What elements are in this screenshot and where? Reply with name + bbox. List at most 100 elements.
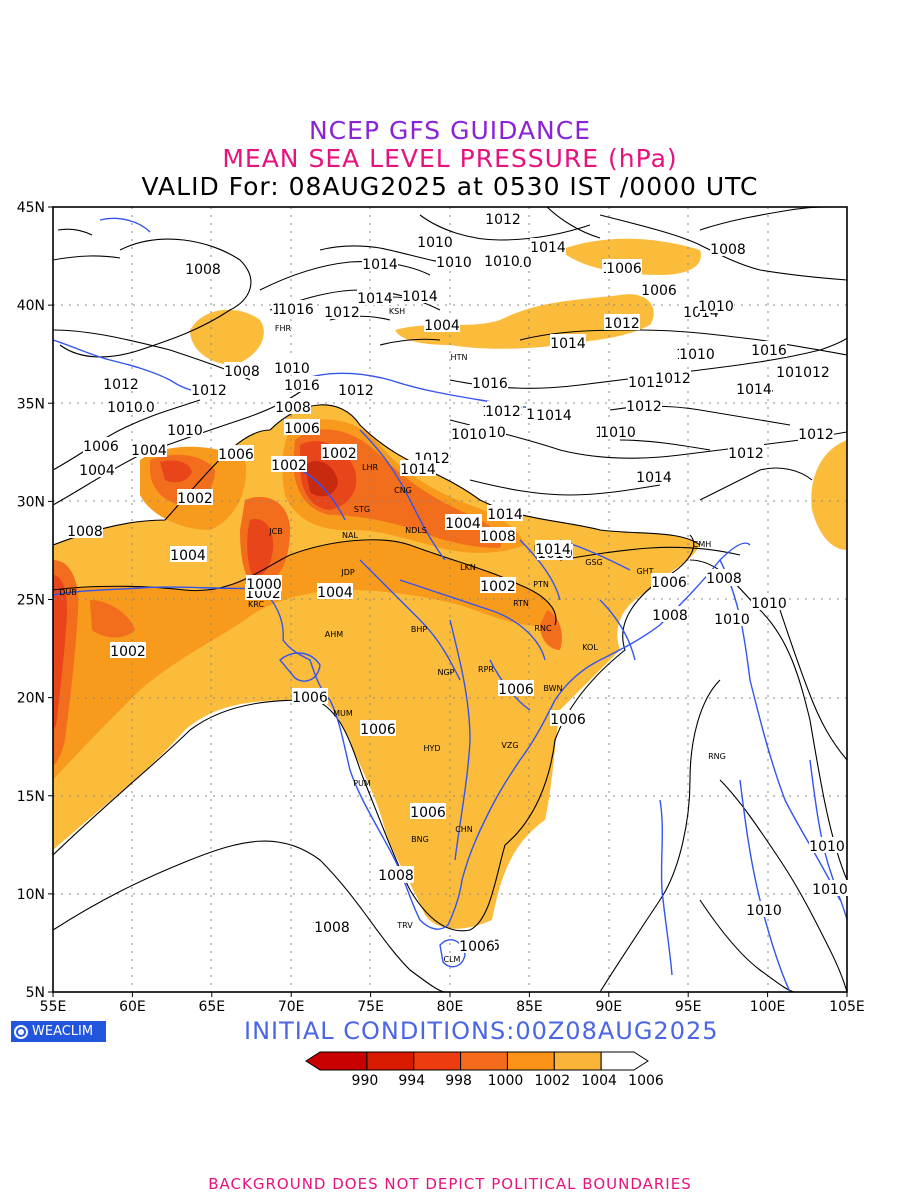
lon-label: 80E <box>437 999 464 1015</box>
city-label: HTN <box>451 353 468 362</box>
contour-label-text: 1014 <box>530 240 566 256</box>
contour-label: 1014 <box>357 289 393 307</box>
contour-label: 1006 <box>292 688 328 706</box>
contour-label-text: 1008 <box>706 571 742 587</box>
lat-label: 40N <box>17 298 45 314</box>
isobar-1006-fill-ne <box>560 238 701 275</box>
contour-label-text: 1006 <box>284 421 320 437</box>
city-label: CNG <box>394 486 412 495</box>
contour-label: 1006 <box>83 437 119 455</box>
contour-label: 1006 <box>641 281 677 299</box>
city-label: VZG <box>501 741 518 750</box>
contour-label-text: 1010 <box>451 427 487 443</box>
contour-label-text: 1012 <box>628 375 664 391</box>
contour-label: 1002 <box>271 456 307 474</box>
coastline <box>53 217 847 992</box>
contour-label: 1012 <box>485 210 521 228</box>
contour-label-text: 1014 <box>550 336 586 352</box>
contour-label: 1012 <box>485 402 521 420</box>
contour-label-text: 1012 <box>324 305 360 321</box>
lat-label: 30N <box>17 494 45 510</box>
city-label: RNG <box>708 752 726 761</box>
contour-label: 1004 <box>131 441 167 459</box>
contour-label: 1016 <box>284 376 320 394</box>
contour-label: 1008 <box>275 398 311 416</box>
city-label: JDP <box>340 568 355 577</box>
contour-label: 1006 <box>606 259 642 277</box>
city-label: CHN <box>455 825 473 834</box>
city-label: BWN <box>543 684 562 693</box>
contour-label: 1006 <box>651 573 687 591</box>
colorbar-swatch <box>600 1051 649 1071</box>
contour-label: 1010 <box>417 233 453 251</box>
contour-label-text: 1006 <box>83 439 119 455</box>
contour-label: 1008 <box>378 866 414 884</box>
lon-label: 55E <box>40 999 67 1015</box>
contour-label-text: 1008 <box>224 364 260 380</box>
city-label: RTN <box>513 599 529 608</box>
contour-label: 1010 <box>746 901 782 919</box>
axis-ticks <box>48 206 848 997</box>
contour-label: 1010 <box>714 610 750 628</box>
colorbar-label: 990 <box>352 1073 379 1089</box>
contour-label: 1010 <box>600 423 636 441</box>
contour-label: 1008 <box>480 527 516 545</box>
contour-label: 1014 <box>550 334 586 352</box>
isobar-1006-fill-north <box>395 294 654 349</box>
city-label: JCB <box>268 527 282 536</box>
latitude-labels: 45N 40N 35N 30N 25N 20N 15N 10N 5N <box>17 200 45 1001</box>
contour-label: 1002 <box>110 642 146 660</box>
isobar-1006-fill-west <box>190 309 264 365</box>
initial-conditions: INITIAL CONDITIONS:00Z08AUG2025 <box>244 1017 719 1045</box>
lat-label: 25N <box>17 593 45 609</box>
contour-label: 1016 <box>278 300 314 318</box>
contour-label-text: 1004 <box>170 548 206 564</box>
colorbar-swatch <box>305 1051 368 1071</box>
contour-label: 1012 <box>655 369 691 387</box>
contour-label-text: 1006 <box>459 939 495 955</box>
contour-label-text: 1010 <box>484 254 520 270</box>
contour-label-text: 1006 <box>360 722 396 738</box>
map-area <box>53 207 847 992</box>
contour-label: 1012 <box>794 363 830 381</box>
contour-label: 1010 <box>167 421 203 439</box>
contour-label: 1008 <box>185 260 221 278</box>
contour-label: 1008 <box>224 362 260 380</box>
contour-label-text: 1008 <box>275 400 311 416</box>
contour-label-text: 1004 <box>317 585 353 601</box>
contour-label-text: 1006 <box>606 261 642 277</box>
contour-label-text: 1012 <box>798 427 834 443</box>
contour-label: 1006 <box>498 680 534 698</box>
contour-label: 1014 <box>536 406 572 424</box>
lat-label: 5N <box>26 985 45 1001</box>
contour-label: 1002 <box>321 444 357 462</box>
colorbar-label: 1000 <box>488 1073 524 1089</box>
contour-label: 1010 <box>451 425 487 443</box>
contour-label-text: 1012 <box>485 212 521 228</box>
contour-label-text: 1006 <box>651 575 687 591</box>
contour-label-text: 1008 <box>652 608 688 624</box>
contour-label: 1008 <box>706 569 742 587</box>
contour-label-text: 1004 <box>424 318 460 334</box>
city-label: NAL <box>342 531 358 540</box>
colorbar: 990 994 998 1000 1002 1004 1006 <box>305 1051 664 1089</box>
contour-label: 1016 <box>472 374 508 392</box>
contour-label-text: 1006 <box>292 690 328 706</box>
contour-label-text: 1002 <box>271 458 307 474</box>
contour-label: 1014 <box>400 460 436 478</box>
lon-label: 105E <box>829 999 865 1015</box>
contour-label-text: 1014 <box>357 291 393 307</box>
contour-label: 1008 <box>67 522 103 540</box>
valid-time: VALID For: 08AUG2025 at 0530 IST /0000 U… <box>141 172 759 201</box>
contour-label-text: 1014 <box>536 408 572 424</box>
city-label: GSG <box>585 558 602 567</box>
contour-label: 1010 <box>812 880 848 898</box>
contour-label-text: 1016 <box>751 343 787 359</box>
contour-label-text: 1012 <box>626 399 662 415</box>
contour-label-text: 1012 <box>794 365 830 381</box>
lon-label: 95E <box>675 999 702 1015</box>
city-label: CLM <box>444 955 461 964</box>
city-label: LHR <box>362 463 378 472</box>
contour-label-text: 1010 <box>436 255 472 271</box>
contour-label-text: 1002 <box>321 446 357 462</box>
